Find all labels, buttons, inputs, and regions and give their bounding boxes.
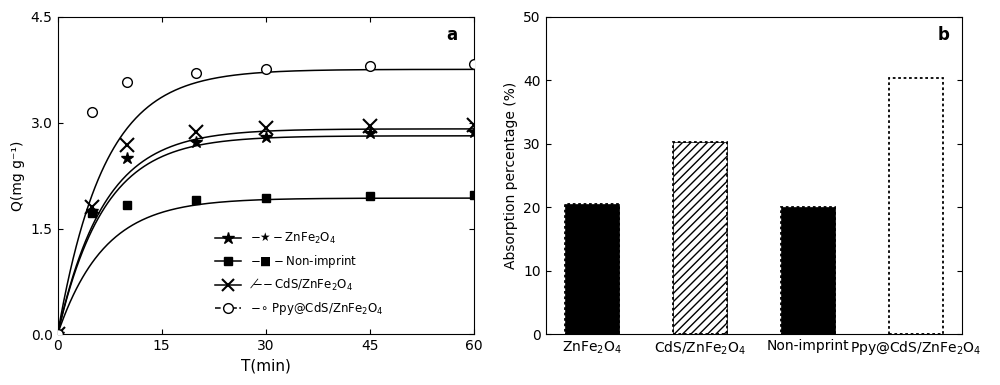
Y-axis label: Q(mg g⁻¹): Q(mg g⁻¹): [11, 141, 25, 211]
Bar: [889, 78, 943, 335]
Bar: [565, 204, 619, 335]
Bar: [889, 78, 943, 335]
Text: b: b: [938, 26, 950, 44]
Bar: [781, 208, 835, 335]
Bar: [673, 142, 727, 335]
Bar: [565, 204, 619, 335]
Text: a: a: [446, 26, 457, 44]
Legend: $-\bigstar-$ZnFe$_2$O$_4$, $-\blacksquare-$Non-imprint, $-\!\!\not\!\;-$CdS/ZnFe: $-\bigstar-$ZnFe$_2$O$_4$, $-\blacksquar…: [210, 226, 388, 322]
Y-axis label: Absorption percentage (%): Absorption percentage (%): [504, 82, 518, 269]
Bar: [673, 142, 727, 335]
X-axis label: T(min): T(min): [241, 359, 291, 374]
Bar: [781, 208, 835, 335]
